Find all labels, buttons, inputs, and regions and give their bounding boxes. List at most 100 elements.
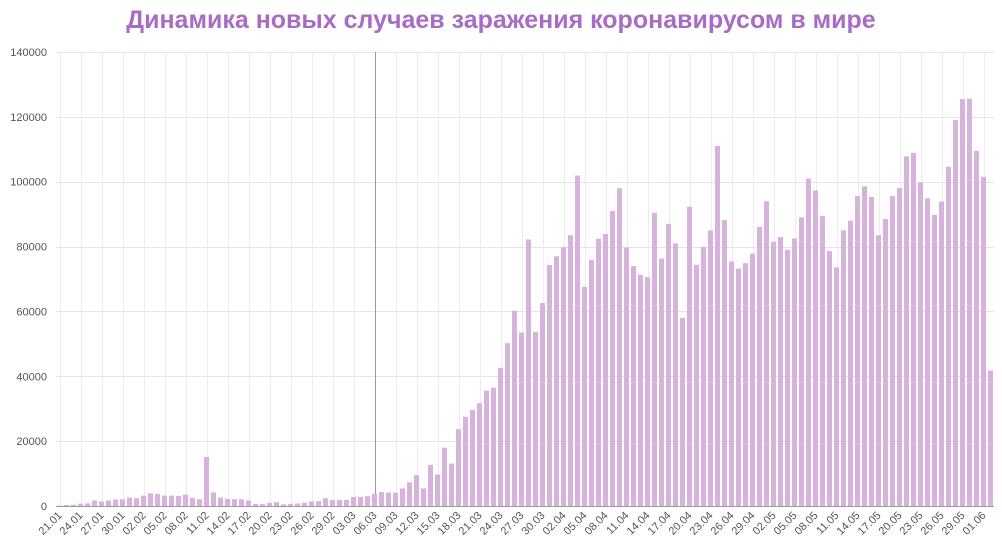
bar [518,332,525,506]
x-tick-label: 02.04 [541,510,569,538]
bar [301,502,308,506]
bar [742,263,749,506]
x-tick-label: 08.05 [793,510,821,538]
bar [672,243,679,506]
bar [308,501,315,506]
x-tick-label: 05.02 [142,510,170,538]
bar [322,498,329,506]
bar [644,277,651,506]
bar [273,502,280,506]
bar [532,331,539,506]
x-tick-label: 09.03 [373,510,401,538]
bar [707,230,714,507]
bar [763,201,770,507]
bar [329,500,336,506]
x-tick-label: 29.04 [730,510,758,538]
bar [553,256,560,506]
bar [581,286,588,506]
x-tick-label: 14.05 [835,510,863,538]
bar [294,503,301,506]
bar [224,498,231,506]
bar [924,198,931,506]
bar [462,416,469,506]
x-tick-label: 24.03 [478,510,506,538]
bar [175,495,182,506]
x-tick-label: 18.03 [436,510,464,538]
x-tick-label: 30.03 [520,510,548,538]
bar [567,235,574,506]
bar [679,317,686,506]
bar [182,494,189,506]
x-tick-label: 26.05 [919,510,947,538]
bar [616,188,623,506]
bar [336,499,343,506]
y-tick-label: 100000 [10,177,47,189]
x-tick-label: 17.02 [226,510,254,538]
grid [56,52,994,507]
bar [623,247,630,507]
bar [420,488,427,506]
x-tick-label: 20.04 [667,510,695,538]
x-tick-label: 14.02 [205,510,233,538]
bar [546,265,553,506]
bar [245,500,252,506]
bar [266,502,273,506]
x-tick-label: 21.01 [37,510,65,538]
bar [357,496,364,506]
bar [826,251,833,506]
bar [728,261,735,506]
x-tick-label: 17.05 [856,510,884,538]
bar [91,500,98,506]
bar [910,152,917,506]
bar [665,223,672,506]
bar [749,253,756,506]
bar [287,504,294,506]
bars [56,98,994,507]
bar [189,497,196,506]
bar [140,495,147,506]
x-tick-label: 26.02 [289,510,317,538]
bar [847,220,854,506]
bar [784,249,791,506]
bar [595,238,602,507]
bar [385,492,392,506]
bar [735,268,742,506]
bar [609,210,616,506]
bar [868,196,875,506]
bar [350,496,357,506]
x-tick-label: 20.05 [877,510,905,538]
bar [952,120,959,506]
y-tick-label: 120000 [10,112,47,124]
bar [448,463,455,506]
y-tick-label: 40000 [16,371,47,383]
bar [441,447,448,506]
bar [98,501,105,506]
bar [770,241,777,506]
x-tick-label: 15.03 [415,510,443,538]
x-tick-label: 23.04 [688,510,716,538]
bar [455,429,462,506]
x-tick-label: 12.03 [394,510,422,538]
bar [203,457,210,506]
y-tick-label: 60000 [16,306,47,318]
bar [980,176,987,506]
bar [280,504,287,506]
bar [721,219,728,507]
chart-title: Динамика новых случаев заражения коронав… [126,6,876,34]
bar [126,497,133,506]
bar [238,499,245,506]
bar [791,238,798,506]
bar [434,474,441,506]
bar [427,464,434,506]
x-tick-label: 17.04 [646,510,674,538]
x-tick-label: 23.02 [268,510,296,538]
x-tick-label: 05.05 [772,510,800,538]
x-tick-label: 24.01 [58,510,86,538]
bar [154,494,161,506]
bar [973,150,980,506]
bar [147,493,154,506]
bar [252,504,259,506]
bar [77,503,84,506]
bar [861,186,868,506]
